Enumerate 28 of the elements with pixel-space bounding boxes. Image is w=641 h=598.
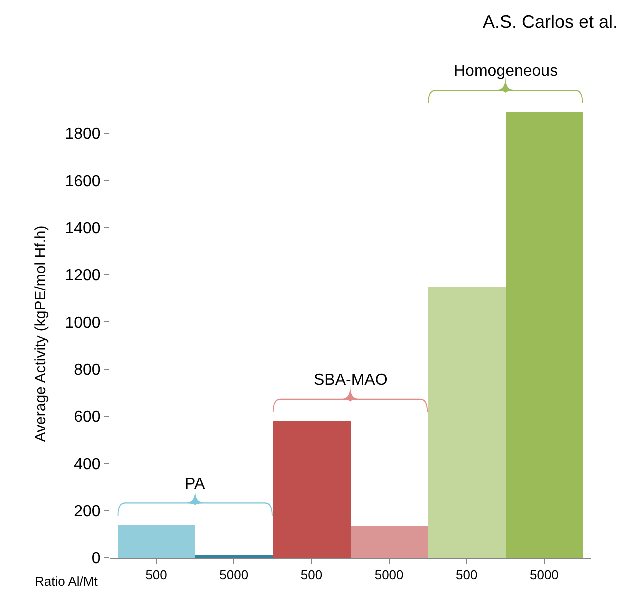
text: Homogeneous bbox=[454, 63, 558, 80]
bar bbox=[506, 112, 583, 558]
y-tick-label: 1800 bbox=[65, 126, 101, 144]
x-tick-label: 5000 bbox=[530, 568, 559, 583]
x-tick-label: 5000 bbox=[220, 568, 249, 583]
bar bbox=[118, 525, 195, 558]
x-tick-label: 5000 bbox=[374, 568, 404, 583]
annotation: SBA-MAO bbox=[314, 372, 388, 389]
x-axis-title: Ratio Al/Mt bbox=[35, 574, 98, 589]
y-tick-label: 1000 bbox=[65, 314, 101, 332]
bar bbox=[273, 421, 351, 558]
x-tick-label: 500 bbox=[300, 568, 323, 583]
y-tick-label: 1200 bbox=[65, 268, 101, 285]
y-tick-label: 1600 bbox=[65, 173, 101, 190]
text: A.S. Carlos et al. bbox=[483, 12, 618, 32]
y-tick-label: 400 bbox=[74, 456, 101, 474]
x-tick-label: 500 bbox=[146, 568, 168, 583]
y-axis-title: Average Activity (kgPE/mol Hf.h) bbox=[32, 226, 50, 442]
y-tick-label: 1400 bbox=[65, 220, 101, 238]
y-tick-label: 0 bbox=[92, 550, 101, 568]
bar bbox=[195, 555, 273, 558]
y-tick-label: 600 bbox=[74, 409, 101, 426]
bar bbox=[428, 287, 506, 558]
y-tick-label: 800 bbox=[74, 362, 101, 379]
bar bbox=[351, 526, 428, 558]
x-tick-label: 500 bbox=[456, 568, 478, 583]
annotation: PA bbox=[185, 476, 206, 493]
y-tick-label: 200 bbox=[74, 503, 101, 520]
